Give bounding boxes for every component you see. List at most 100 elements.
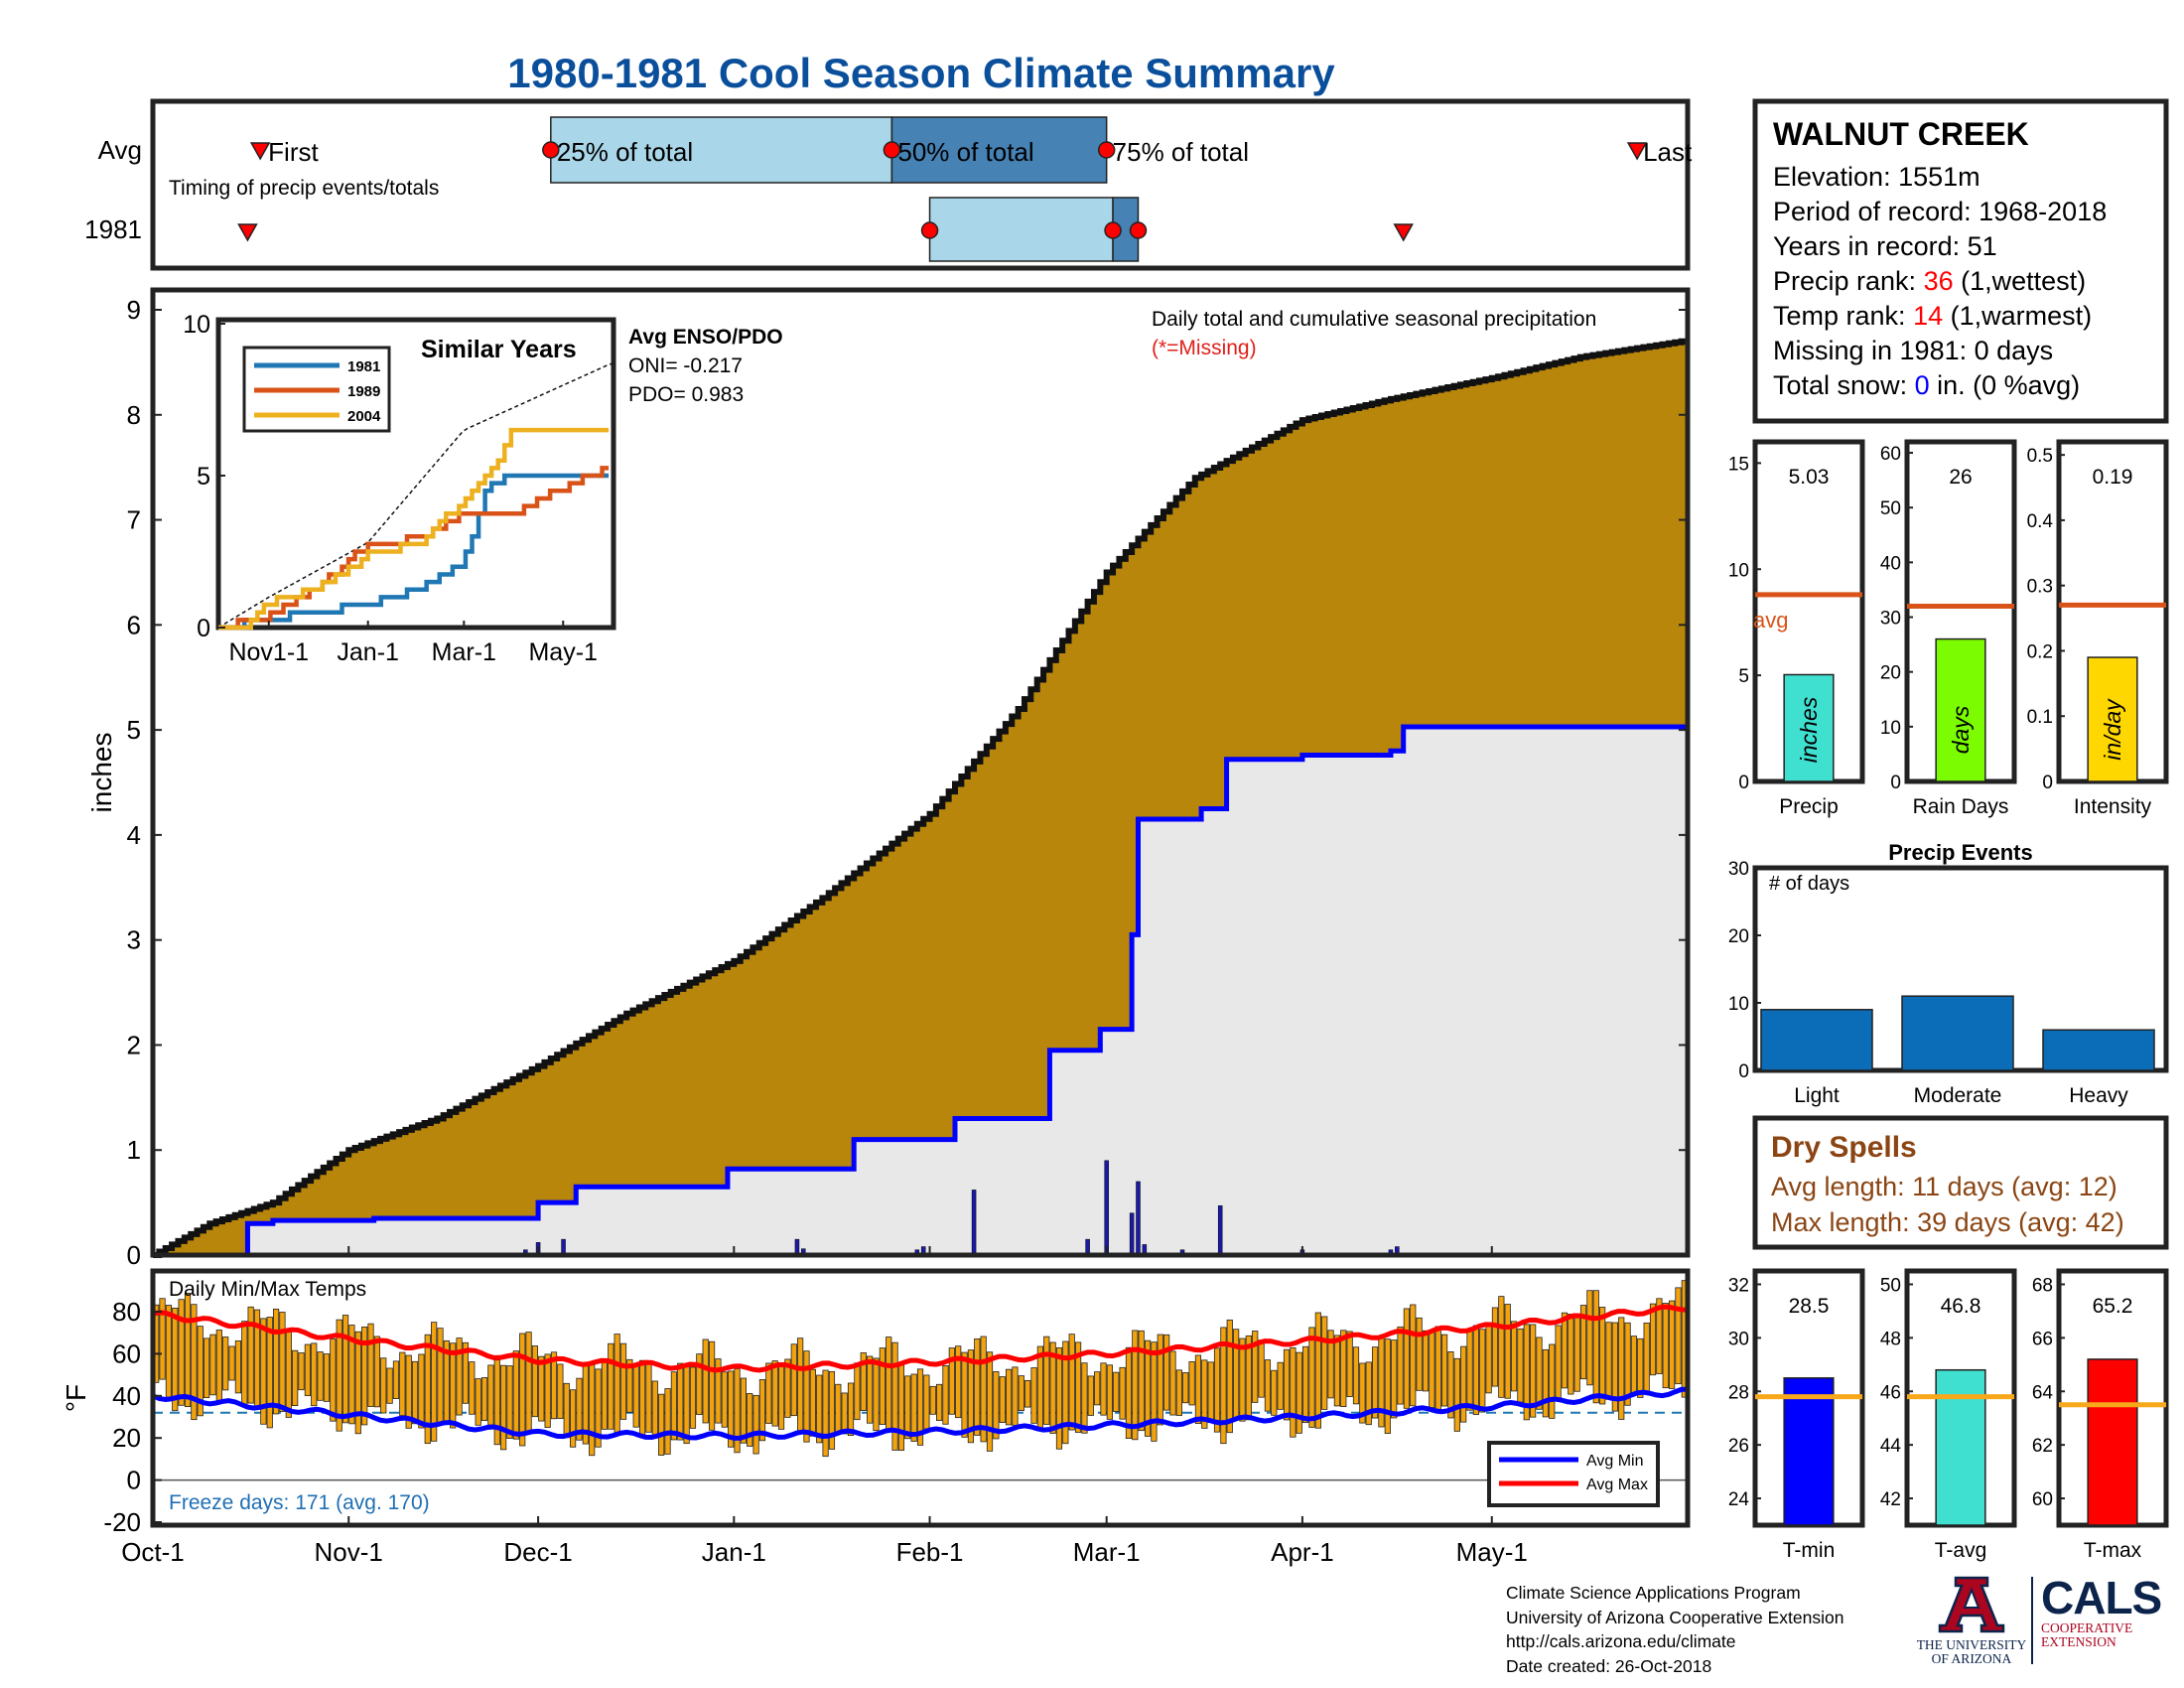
daily-temp-bar bbox=[348, 1325, 355, 1425]
daily-temp-bar bbox=[1592, 1290, 1599, 1404]
temp-title: Daily Min/Max Temps bbox=[169, 1278, 366, 1301]
events-xlabel: Heavy bbox=[2069, 1084, 2128, 1107]
daily-temp-bar bbox=[424, 1334, 431, 1445]
stat-panel-t-min: 28.5 24 26 28 30 32 T-min bbox=[1728, 1268, 1865, 1562]
daily-temp-bar bbox=[910, 1373, 917, 1442]
events-ytick-label: 30 bbox=[1728, 859, 1749, 880]
daily-temp-bar bbox=[886, 1336, 892, 1433]
stat-ytick-label: 0 bbox=[1738, 773, 1749, 793]
daily-temp-bar bbox=[341, 1315, 349, 1424]
daily-temp-bar bbox=[765, 1362, 772, 1424]
daily-temp-bar bbox=[1239, 1337, 1246, 1422]
stat-ytick-label: 66 bbox=[2032, 1329, 2053, 1349]
daily-temp-bar bbox=[266, 1317, 273, 1429]
daily-temp-bar bbox=[241, 1321, 248, 1407]
stat-ytick-label: 0.4 bbox=[2027, 511, 2054, 532]
footer-line-extension: University of Arizona Cooperative Extens… bbox=[1506, 1607, 1844, 1627]
temp-ytick-label: 60 bbox=[112, 1338, 141, 1368]
stat-ytick-label: 50 bbox=[1880, 1275, 1901, 1296]
daily-temp-bar bbox=[272, 1308, 280, 1415]
daily-temp-bar bbox=[980, 1336, 987, 1443]
daily-temp-bar bbox=[576, 1377, 583, 1441]
avg-p50-label: 50% of total bbox=[897, 137, 1033, 167]
daily-temp-bar bbox=[734, 1368, 741, 1454]
legend-label-1989: 1989 bbox=[347, 383, 380, 400]
daily-temp-bar bbox=[619, 1342, 627, 1420]
daily-temp-bar bbox=[1144, 1339, 1152, 1437]
events-bar-heavy bbox=[2042, 1029, 2155, 1071]
daily-temp-bar bbox=[1087, 1375, 1094, 1416]
station-name: WALNUT CREEK bbox=[1773, 116, 2029, 152]
daily-temp-bar bbox=[747, 1393, 753, 1447]
daily-temp-bar bbox=[1043, 1336, 1050, 1425]
year-p25-marker bbox=[920, 221, 939, 239]
daily-temp-bar bbox=[279, 1312, 286, 1412]
enso-title: Avg ENSO/PDO bbox=[628, 326, 783, 349]
stat-value: 65.2 bbox=[2093, 1295, 2133, 1318]
daily-temp-bar bbox=[1536, 1336, 1543, 1410]
precip-note: Daily total and cumulative seasonal prec… bbox=[1152, 308, 1596, 331]
daily-temp-bar bbox=[1365, 1361, 1372, 1426]
events-ytick-label: 0 bbox=[1738, 1061, 1749, 1082]
daily-temp-bar bbox=[1479, 1329, 1486, 1413]
daily-temp-bar bbox=[1321, 1316, 1328, 1410]
daily-temp-bar bbox=[1384, 1338, 1391, 1435]
daily-temp-bar bbox=[942, 1365, 949, 1425]
daily-temp-bar bbox=[1340, 1330, 1347, 1408]
daily-temp-bar bbox=[456, 1337, 463, 1416]
stat-ytick-label: 0 bbox=[1890, 773, 1901, 793]
events-bar-moderate bbox=[1901, 995, 2014, 1071]
temp-ytick-label: 80 bbox=[112, 1297, 141, 1327]
daily-temp-bar bbox=[1510, 1321, 1518, 1392]
xtick-label: Feb-1 bbox=[896, 1537, 964, 1567]
daily-temp-bar bbox=[715, 1358, 722, 1424]
daily-temp-bar bbox=[1151, 1341, 1158, 1442]
daily-temp-bar bbox=[450, 1342, 457, 1429]
stat-panel-precip: 5.03 inches 0 5 10 15 Precip bbox=[1728, 439, 1865, 818]
inset-xtick-label: Mar-1 bbox=[432, 638, 496, 666]
daily-temp-bar bbox=[392, 1360, 400, 1400]
daily-temp-bar bbox=[835, 1383, 842, 1434]
row-label-year: 1981 bbox=[84, 214, 142, 244]
daily-temp-bar bbox=[215, 1330, 222, 1401]
daily-temp-bar bbox=[1258, 1339, 1265, 1398]
daily-temp-bar bbox=[1624, 1322, 1631, 1406]
stat-ytick-label: 42 bbox=[1880, 1489, 1901, 1510]
daily-temp-bar bbox=[1213, 1347, 1221, 1433]
daily-temp-bar bbox=[1656, 1298, 1663, 1374]
daily-temp-bar bbox=[1296, 1351, 1302, 1434]
temp-ytick-label: 0 bbox=[127, 1466, 141, 1495]
avg-p25-label: 25% of total bbox=[557, 137, 693, 167]
daily-temp-bar bbox=[721, 1371, 728, 1428]
arizona-a-icon bbox=[1938, 1576, 2005, 1633]
daily-precip-bar bbox=[1129, 1212, 1135, 1256]
daily-temp-bar bbox=[1138, 1330, 1145, 1432]
dry-spells-frame bbox=[1752, 1115, 2169, 1250]
temp-frame bbox=[150, 1268, 1691, 1528]
precip-ytick-label: 4 bbox=[127, 820, 141, 850]
daily-temp-bar bbox=[841, 1392, 848, 1435]
precip-ylabel: inches bbox=[86, 733, 117, 813]
daily-temp-bar bbox=[809, 1368, 816, 1437]
daily-temp-bar bbox=[1207, 1361, 1214, 1424]
station-info: WALNUT CREEK Elevation: 1551m Period of … bbox=[1752, 98, 2169, 424]
stat-ytick-label: 44 bbox=[1880, 1436, 1902, 1457]
precip-ytick-label: 0 bbox=[127, 1240, 141, 1270]
avg-last-label: Last bbox=[1643, 137, 1693, 167]
daily-temp-bar bbox=[816, 1374, 823, 1444]
daily-temp-bar bbox=[1643, 1322, 1650, 1394]
daily-temp-bar bbox=[589, 1364, 596, 1457]
daily-temp-bar bbox=[500, 1364, 507, 1451]
dry-spells-title: Dry Spells bbox=[1771, 1131, 1917, 1164]
stat-ytick-label: 20 bbox=[1880, 663, 1901, 684]
stat-ytick-label: 10 bbox=[1728, 560, 1749, 581]
daily-temp-bar bbox=[999, 1376, 1006, 1423]
daily-temp-bar bbox=[1542, 1348, 1549, 1418]
daily-temp-bar bbox=[847, 1382, 855, 1437]
daily-temp-bar bbox=[803, 1350, 810, 1443]
temp-ytick-label: -20 bbox=[103, 1507, 141, 1537]
daily-temp-bar bbox=[1504, 1304, 1511, 1399]
daily-temp-bar bbox=[469, 1361, 476, 1415]
temp-rank-value: 14 bbox=[1913, 301, 1943, 331]
daily-temp-bar bbox=[790, 1343, 797, 1417]
